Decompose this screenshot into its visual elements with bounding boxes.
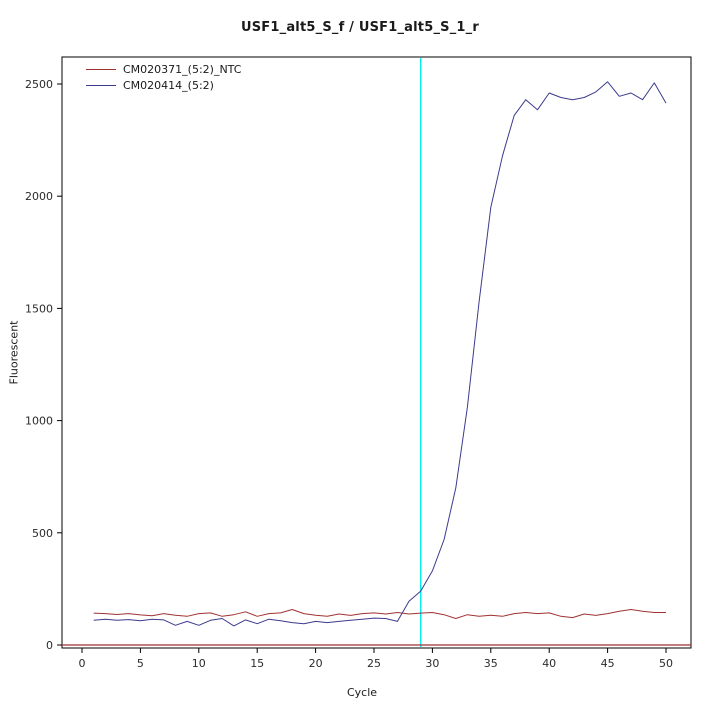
- ntc-line-swatch: [86, 69, 116, 70]
- x-tick-label: 50: [659, 657, 673, 670]
- plot-border: [61, 56, 692, 649]
- x-tick-label: 0: [79, 657, 86, 670]
- x-tick-label: 40: [542, 657, 556, 670]
- y-tick-label: 1000: [25, 415, 53, 428]
- chart-title: USF1_alt5_S_f / USF1_alt5_S_1_r: [240, 20, 479, 35]
- x-tick-label: 35: [484, 657, 498, 670]
- x-tick-label: 30: [425, 657, 439, 670]
- y-tick-label: 1500: [25, 302, 53, 315]
- x-axis-label: Cycle: [346, 686, 378, 699]
- sample-line-swatch: [86, 85, 116, 86]
- y-tick-label: 500: [32, 527, 53, 540]
- y-tick-label: 2000: [25, 190, 53, 203]
- x-tick-label: 10: [192, 657, 206, 670]
- y-tick-label: 0: [46, 639, 53, 652]
- x-tick-label: 5: [137, 657, 144, 670]
- series-line-sample: [93, 81, 667, 627]
- x-tick-label: 15: [250, 657, 264, 670]
- legend-item-sample: CM020414_(5:2): [86, 79, 241, 92]
- legend: CM020371_(5:2)_NTC CM020414_(5:2): [86, 63, 241, 92]
- y-tick-label: 2500: [25, 78, 53, 91]
- legend-item-ntc: CM020371_(5:2)_NTC: [86, 63, 241, 76]
- series-line-ntc: [93, 609, 666, 619]
- x-tick-label: 45: [601, 657, 615, 670]
- legend-label-sample: CM020414_(5:2): [123, 79, 214, 92]
- x-tick-label: 20: [309, 657, 323, 670]
- legend-label-ntc: CM020371_(5:2)_NTC: [123, 63, 242, 76]
- x-tick-label: 25: [367, 657, 381, 670]
